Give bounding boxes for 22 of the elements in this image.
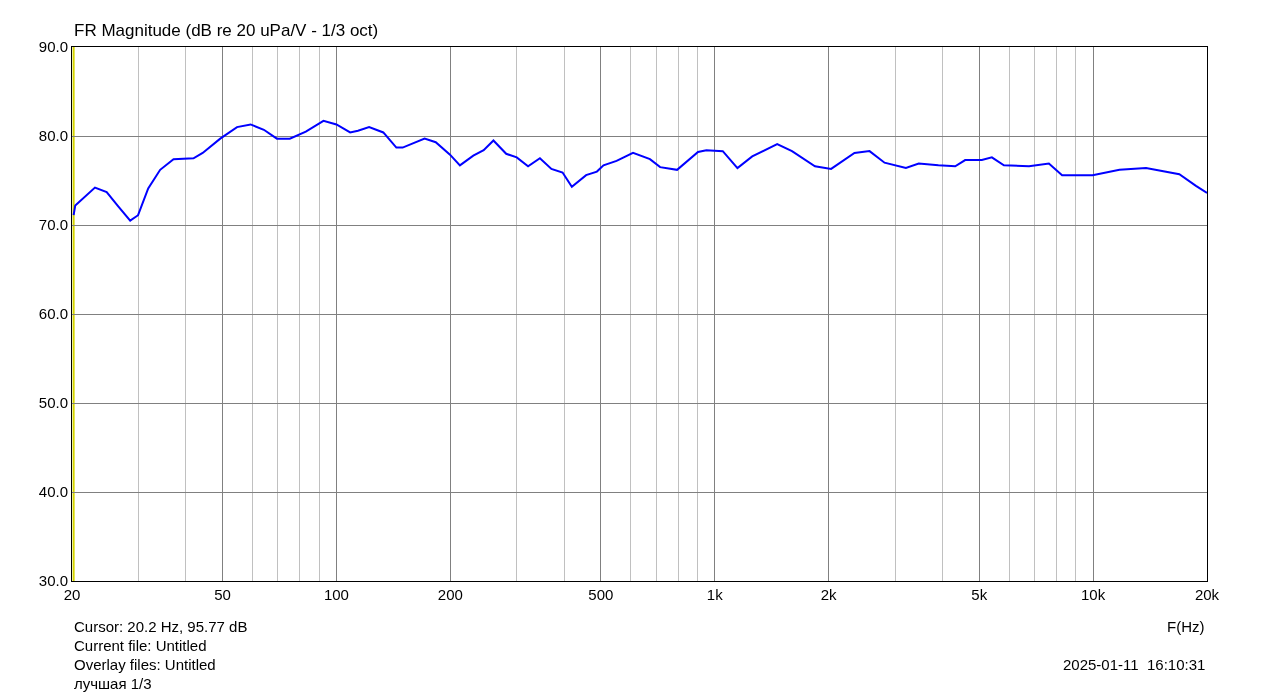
text: Current file: Untitled xyxy=(74,637,207,654)
x-tick-label: 200 xyxy=(437,586,463,603)
text: 2025-01-11 16:10:31 xyxy=(1063,656,1206,673)
y-tick-label: 80.0 xyxy=(38,127,68,145)
x-tick-label: 500 xyxy=(588,586,614,603)
x-axis-title: F(Hz) xyxy=(1167,618,1205,635)
x-tick-label: 50 xyxy=(214,586,231,603)
text: Cursor: 20.2 Hz, 95.77 dB xyxy=(74,618,248,635)
chart-title: FR Magnitude (dB re 20 uPa/V - 1/3 oct) xyxy=(74,21,379,40)
x-tick-label: 2k xyxy=(820,586,838,603)
x-tick-label: 5k xyxy=(971,586,988,603)
x-tick-label: 10k xyxy=(1081,586,1106,603)
y-tick-label: 40.0 xyxy=(38,483,68,501)
y-tick-label: 70.0 xyxy=(38,216,68,234)
y-tick-label: 90.0 xyxy=(38,38,68,56)
text: Overlay files: Untitled xyxy=(74,656,216,673)
x-tick-label: 1k xyxy=(706,586,724,603)
x-tick-label: 100 xyxy=(323,586,349,603)
text: лучшая 1/3 xyxy=(74,675,152,692)
y-tick-label: 60.0 xyxy=(38,305,68,323)
y-tick-label: 50.0 xyxy=(38,394,68,412)
x-tick-label: 20k xyxy=(1194,586,1220,603)
